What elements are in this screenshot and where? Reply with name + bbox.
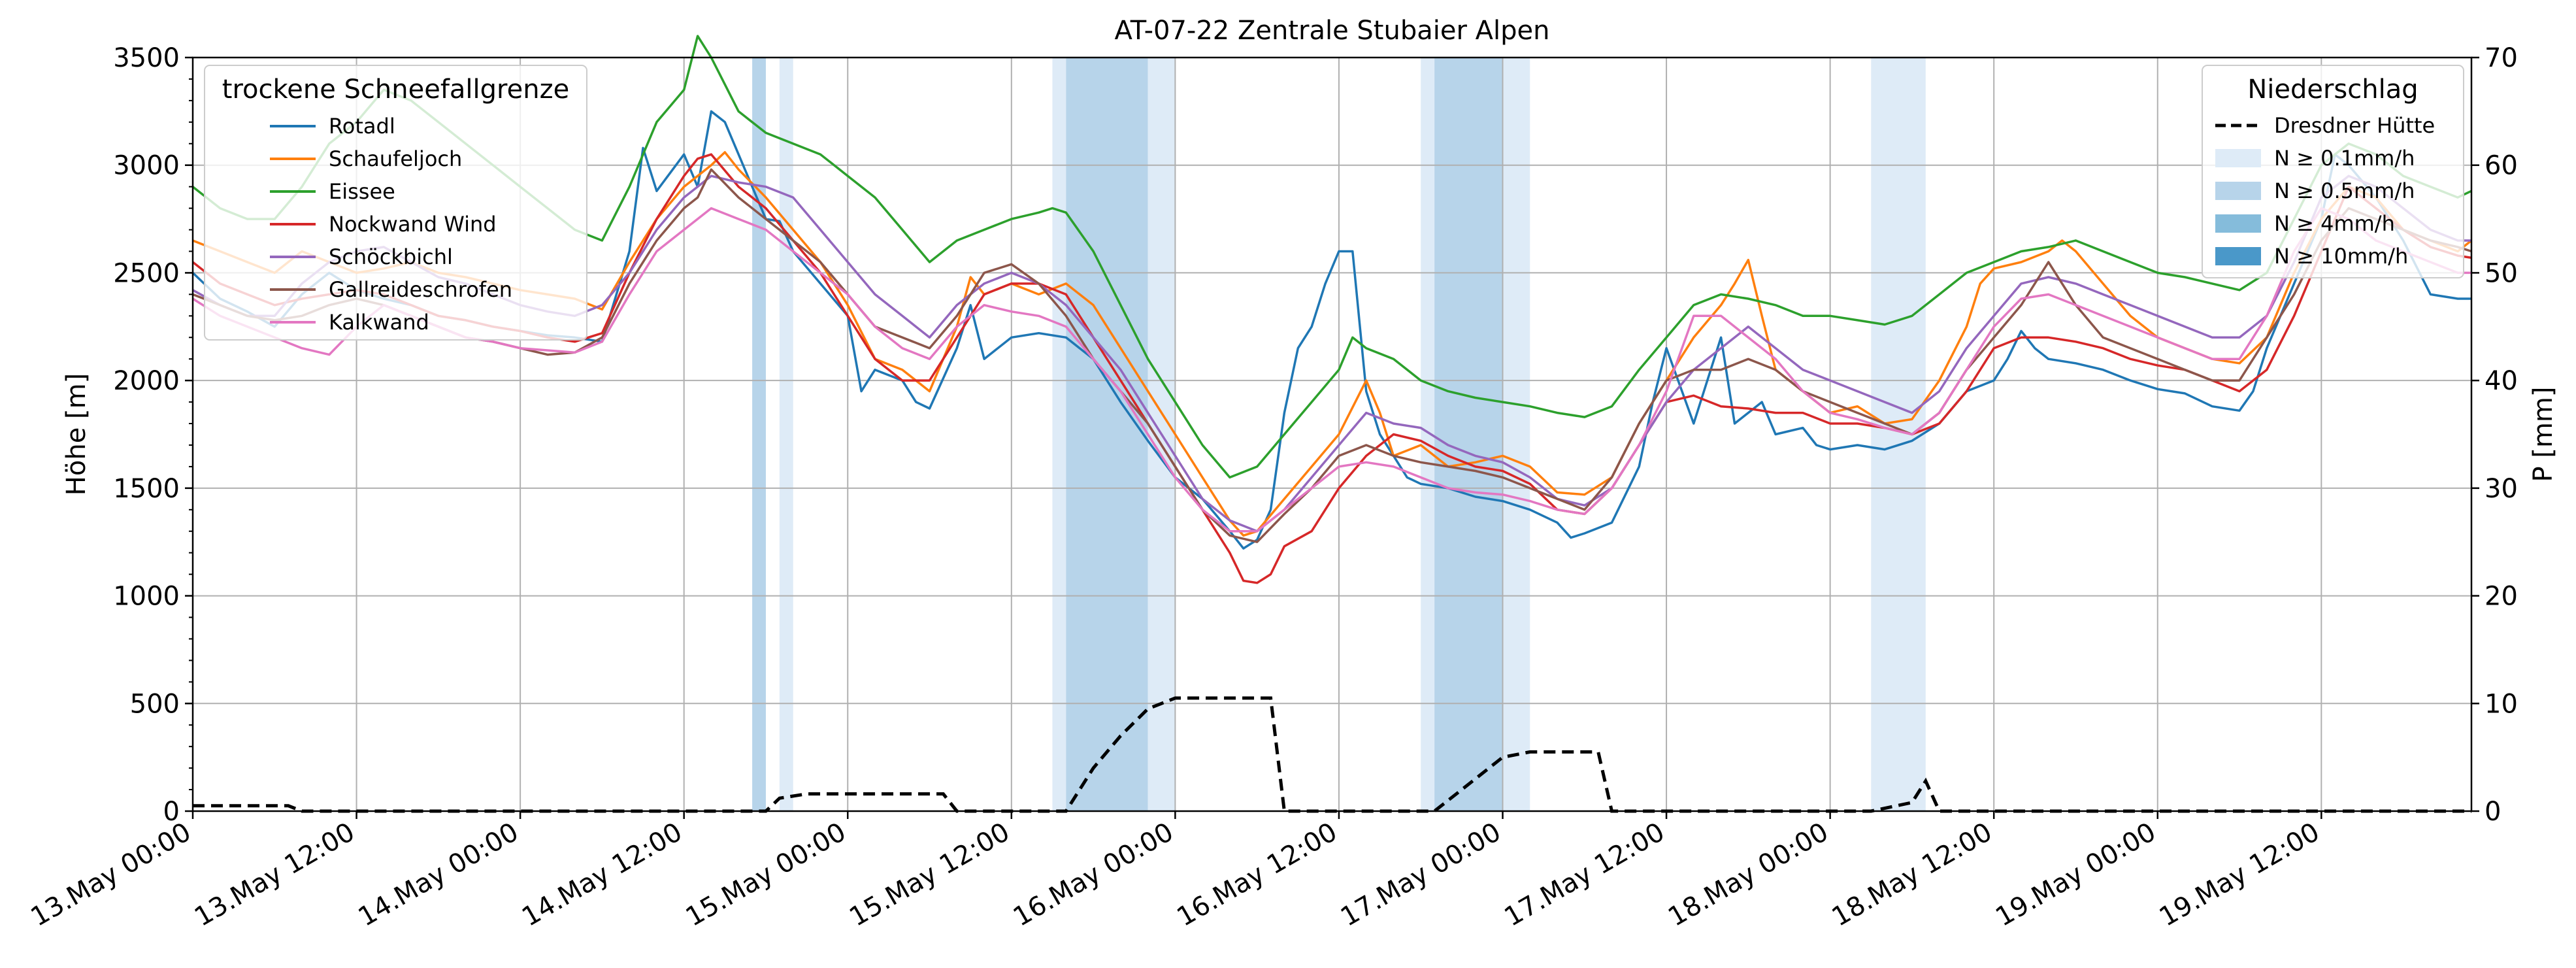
- y2-tick-label: 10: [2485, 689, 2518, 719]
- legend-label: N ≥ 4mm/h: [2274, 211, 2395, 236]
- series-line-nockwand-wind: [191, 153, 2472, 584]
- precip-band: [779, 58, 793, 811]
- y-tick-label: 3500: [113, 43, 180, 73]
- legend-label: Eissee: [329, 179, 395, 204]
- legend-swatch: [2215, 214, 2261, 233]
- y-tick-label: 0: [163, 797, 180, 827]
- y2-axis-title: P [mm]: [2528, 387, 2558, 482]
- precip-band: [752, 58, 766, 811]
- legend-title: Niederschlag: [2247, 75, 2418, 105]
- precip-band: [1066, 58, 1148, 811]
- precip-band: [1421, 58, 1435, 811]
- precip-band: [1052, 58, 1066, 811]
- series-line-eissee: [191, 35, 2472, 479]
- y-tick-label: 1000: [113, 582, 180, 612]
- series-line-rotadl: [191, 110, 2471, 550]
- precip-line-dresdner-huette: [193, 696, 2471, 813]
- legend-niederschlag: Niederschlag Dresdner Hütte N ≥ 0.1mm/h N ≥…: [2202, 65, 2464, 278]
- y-axis-title: Höhe [m]: [61, 373, 91, 495]
- grid-lines: [192, 57, 2471, 812]
- y-tick-label: 2500: [113, 258, 180, 288]
- legend-swatch: [2215, 182, 2261, 200]
- y2-tick-label: 70: [2485, 43, 2518, 73]
- legend-label: Schöckbichl: [329, 244, 453, 269]
- series-line-kalkwand: [192, 207, 2471, 533]
- precip-band: [1502, 58, 1530, 811]
- legend-label: N ≥ 10mm/h: [2274, 244, 2408, 269]
- legend-label: Schaufeljoch: [329, 146, 462, 171]
- y-tick-label: 2000: [113, 366, 180, 396]
- chart-title: AT-07-22 Zentrale Stubaier Alpen: [1115, 16, 1550, 46]
- legend-swatch: [2215, 247, 2261, 265]
- precip-line-layer: [193, 696, 2471, 813]
- y2-tick-label: 20: [2485, 582, 2518, 612]
- legend-label: Kalkwand: [329, 310, 429, 335]
- plot-frame: [191, 56, 2473, 812]
- legend-schneefallgrenze: trockene Schneefallgrenze Rotadl Schaufelj…: [204, 65, 587, 341]
- legend-label: Rotadl: [329, 114, 395, 139]
- y2-tick-label: 60: [2485, 151, 2518, 181]
- legend-label: Nockwand Wind: [329, 212, 497, 237]
- y2-tick-label: 50: [2485, 258, 2518, 288]
- legend-label: Gallreideschrofen: [329, 277, 512, 302]
- y-tick-label: 3000: [113, 151, 180, 181]
- y2-tick-label: 0: [2485, 797, 2501, 827]
- precip-band: [1871, 58, 1926, 811]
- y2-tick-label: 40: [2485, 366, 2518, 396]
- legend-label: Dresdner Hütte: [2274, 113, 2435, 138]
- y-tick-label: 1500: [113, 474, 180, 504]
- legend-label: N ≥ 0.1mm/h: [2274, 146, 2415, 171]
- y2-tick-label: 30: [2485, 474, 2518, 504]
- legend-title: trockene Schneefallgrenze: [222, 75, 569, 105]
- legend-label: N ≥ 0.5mm/h: [2274, 178, 2415, 203]
- legend-box: [2202, 65, 2464, 278]
- y-tick-label: 500: [130, 689, 180, 719]
- legend-box: [204, 65, 587, 341]
- series-lines: [191, 35, 2473, 584]
- legend-swatch: [2215, 149, 2261, 167]
- precip-band: [1434, 58, 1503, 811]
